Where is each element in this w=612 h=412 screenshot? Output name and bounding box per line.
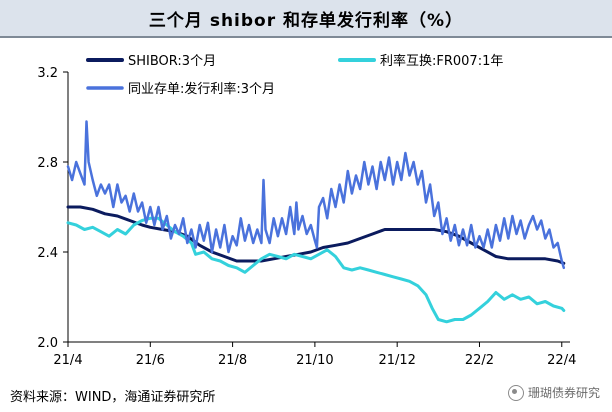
y-tick-label: 3.2 [37,66,58,81]
x-tick-label: 21/10 [296,353,333,368]
chart-series [66,120,566,324]
legend-label: SHIBOR:3个月 [128,54,216,69]
x-tick-label: 21/12 [378,353,415,368]
line-chart: 2.0 2.4 2.8 3.2 21/4 21/6 21/8 21/10 21/12 22/2 22… [37,53,576,368]
x-tick-label: 21/4 [53,353,82,368]
y-tick-label: 2.0 [37,336,58,351]
x-tick-label: 21/6 [136,353,165,368]
y-tick-label: 2.4 [37,246,58,261]
series-line-3 [66,120,566,270]
legend-label: 利率互换:FR007:1年 [380,53,503,69]
watermark-text: 珊瑚债券研究 [527,386,600,400]
x-tick-label: 22/2 [465,353,494,368]
source-note: 资料来源：WIND，海通证券研究所 [10,390,216,405]
chart-axes: 2.0 2.4 2.8 3.2 21/4 21/6 21/8 21/10 21/12 22/2 22… [37,66,576,368]
x-tick-label: 21/8 [218,353,247,368]
series-line-1 [66,205,566,265]
wechat-icon [507,384,524,401]
y-tick-label: 2.8 [37,156,58,171]
x-tick-label: 22/4 [547,353,576,368]
watermark: 珊瑚债券研究 [507,384,600,401]
legend-label: 同业存单:发行利率:3个月 [128,81,275,97]
chart-title: 三个月 shibor 和存单发行利率（%） [0,0,612,38]
